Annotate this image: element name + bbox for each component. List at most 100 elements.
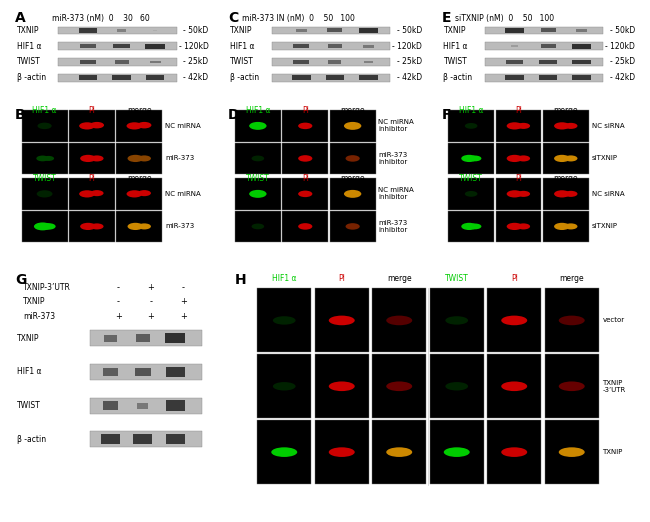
Text: miR-373
inhibitor: miR-373 inhibitor — [378, 152, 408, 165]
Text: - 50kD: - 50kD — [183, 26, 209, 35]
Ellipse shape — [517, 223, 530, 230]
FancyBboxPatch shape — [485, 27, 603, 34]
FancyBboxPatch shape — [296, 29, 307, 32]
Ellipse shape — [506, 155, 523, 162]
Ellipse shape — [298, 223, 313, 230]
Text: PI: PI — [88, 106, 96, 115]
Ellipse shape — [273, 316, 296, 325]
Text: miR-373: miR-373 — [165, 156, 194, 161]
Text: PI: PI — [338, 274, 345, 283]
FancyBboxPatch shape — [69, 143, 115, 174]
Ellipse shape — [564, 123, 577, 129]
Ellipse shape — [506, 190, 523, 197]
Text: TXNIP: TXNIP — [443, 26, 466, 35]
Ellipse shape — [445, 316, 468, 325]
Ellipse shape — [137, 122, 151, 128]
FancyBboxPatch shape — [363, 45, 374, 48]
Text: miR-373
inhibitor: miR-373 inhibitor — [378, 220, 408, 233]
FancyBboxPatch shape — [487, 420, 541, 484]
FancyBboxPatch shape — [90, 398, 202, 413]
Ellipse shape — [554, 155, 570, 162]
Ellipse shape — [79, 122, 95, 129]
FancyBboxPatch shape — [58, 42, 177, 50]
Text: HIF1 α: HIF1 α — [272, 274, 296, 283]
Ellipse shape — [298, 123, 313, 129]
FancyBboxPatch shape — [315, 289, 369, 352]
Text: G: G — [15, 273, 27, 287]
FancyBboxPatch shape — [359, 75, 378, 80]
Text: PI: PI — [515, 174, 522, 183]
FancyBboxPatch shape — [293, 44, 309, 48]
Text: NC siRNA: NC siRNA — [592, 191, 624, 197]
FancyBboxPatch shape — [21, 211, 68, 242]
Text: TXNIP
-3’UTR: TXNIP -3’UTR — [603, 380, 626, 393]
Ellipse shape — [517, 123, 530, 129]
Text: miR-373: miR-373 — [165, 223, 194, 229]
Text: C: C — [228, 11, 239, 26]
FancyBboxPatch shape — [81, 44, 96, 48]
Text: NC miRNA
inhibitor: NC miRNA inhibitor — [378, 187, 414, 200]
FancyBboxPatch shape — [573, 75, 591, 80]
Text: siTXNIP: siTXNIP — [592, 223, 618, 229]
Text: NC miRNA: NC miRNA — [165, 191, 201, 197]
Text: HIF1 α: HIF1 α — [17, 42, 42, 51]
FancyBboxPatch shape — [282, 143, 328, 174]
Ellipse shape — [386, 316, 412, 325]
Text: - 50kD: - 50kD — [396, 26, 422, 35]
Text: HIF1 α: HIF1 α — [230, 42, 255, 51]
Ellipse shape — [344, 122, 361, 130]
FancyBboxPatch shape — [505, 28, 525, 33]
Ellipse shape — [517, 156, 530, 161]
Text: TWIST: TWIST — [460, 174, 483, 183]
FancyBboxPatch shape — [572, 43, 592, 49]
FancyBboxPatch shape — [485, 58, 603, 66]
FancyBboxPatch shape — [506, 60, 523, 64]
FancyBboxPatch shape — [315, 354, 369, 418]
FancyBboxPatch shape — [541, 44, 556, 48]
FancyBboxPatch shape — [539, 75, 557, 80]
FancyBboxPatch shape — [103, 401, 118, 410]
Text: HIF1 α: HIF1 α — [32, 106, 57, 115]
Text: PI: PI — [88, 174, 96, 183]
FancyBboxPatch shape — [540, 60, 557, 64]
FancyBboxPatch shape — [80, 60, 96, 64]
Ellipse shape — [346, 155, 359, 162]
FancyBboxPatch shape — [359, 28, 378, 33]
Text: -: - — [117, 283, 120, 292]
Text: -: - — [150, 298, 153, 306]
FancyBboxPatch shape — [293, 60, 309, 64]
FancyBboxPatch shape — [487, 354, 541, 418]
Ellipse shape — [469, 223, 482, 229]
Ellipse shape — [506, 223, 523, 230]
FancyBboxPatch shape — [235, 178, 281, 209]
FancyBboxPatch shape — [272, 27, 390, 34]
FancyBboxPatch shape — [315, 420, 369, 484]
Ellipse shape — [501, 447, 527, 457]
FancyBboxPatch shape — [448, 211, 494, 242]
FancyBboxPatch shape — [116, 211, 162, 242]
FancyBboxPatch shape — [543, 110, 589, 141]
FancyBboxPatch shape — [257, 354, 311, 418]
FancyBboxPatch shape — [146, 75, 164, 80]
FancyBboxPatch shape — [69, 178, 115, 209]
FancyBboxPatch shape — [430, 354, 484, 418]
FancyBboxPatch shape — [166, 434, 185, 444]
Text: - 120kD: - 120kD — [179, 42, 209, 51]
FancyBboxPatch shape — [573, 60, 591, 64]
Ellipse shape — [469, 156, 482, 161]
FancyBboxPatch shape — [495, 143, 541, 174]
FancyBboxPatch shape — [235, 211, 281, 242]
FancyBboxPatch shape — [487, 289, 541, 352]
Text: TWIST: TWIST — [32, 174, 57, 183]
Ellipse shape — [445, 382, 468, 390]
Ellipse shape — [501, 316, 527, 325]
Ellipse shape — [127, 122, 142, 129]
Text: vector: vector — [603, 317, 625, 324]
Text: H: H — [235, 273, 247, 287]
Text: D: D — [228, 108, 240, 122]
Ellipse shape — [465, 191, 478, 197]
Text: - 42kD: - 42kD — [610, 73, 635, 82]
FancyBboxPatch shape — [116, 110, 162, 141]
Ellipse shape — [344, 190, 361, 198]
FancyBboxPatch shape — [543, 211, 589, 242]
